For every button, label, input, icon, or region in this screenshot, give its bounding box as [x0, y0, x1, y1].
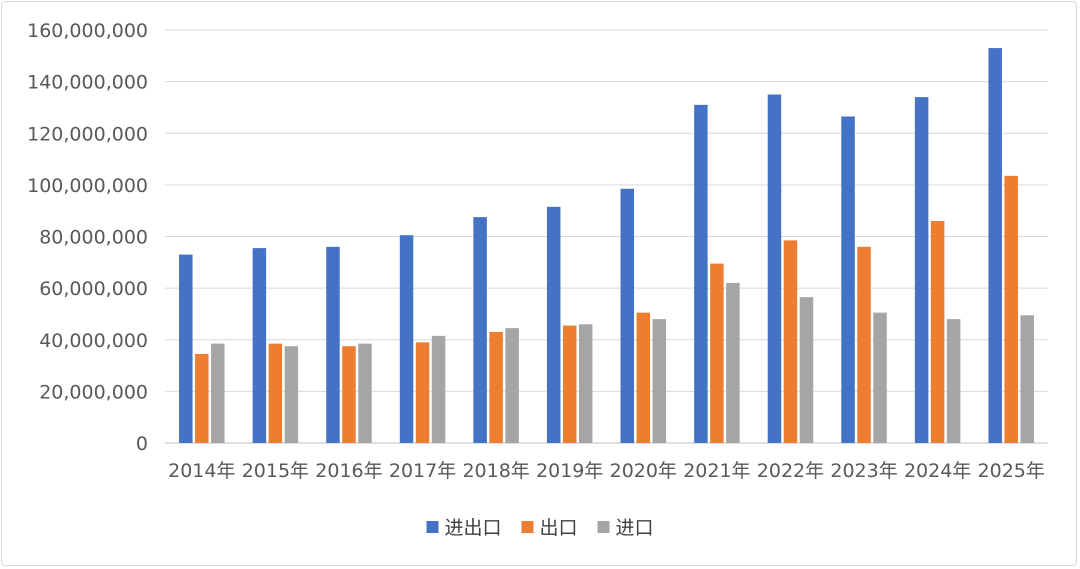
bar-进口-2016年	[358, 343, 372, 443]
y-tick-label: 20,000,000	[39, 381, 148, 403]
bar-出口-2017年	[415, 342, 430, 443]
bar-进出口-2018年	[473, 217, 487, 443]
x-tick-label: 2016年	[315, 460, 382, 482]
x-tick-label: 2025年	[978, 460, 1045, 482]
bar-进口-2021年	[726, 282, 740, 443]
bar-出口-2025年	[1004, 175, 1018, 443]
y-tick-label: 140,000,000	[27, 72, 148, 94]
legend-label: 进口	[616, 517, 654, 539]
y-tick-label: 160,000,000	[27, 20, 148, 42]
legend-swatch	[426, 521, 439, 533]
bar-进出口-2017年	[399, 235, 414, 443]
x-tick-label: 2022年	[757, 460, 824, 482]
legend-swatch	[521, 521, 534, 533]
bar-进出口-2022年	[767, 94, 782, 443]
bar-出口-2024年	[930, 221, 945, 443]
x-tick-label: 2023年	[830, 460, 897, 482]
bar-进口-2020年	[652, 319, 667, 443]
bar-进出口-2023年	[841, 116, 855, 444]
y-tick-label: 80,000,000	[39, 227, 148, 249]
bar-出口-2022年	[783, 240, 798, 443]
x-tick-label: 2020年	[610, 460, 677, 482]
bar-进出口-2020年	[620, 188, 635, 443]
x-tick-label: 2015年	[242, 460, 309, 482]
bar-进出口-2021年	[694, 104, 708, 443]
bar-进口-2024年	[946, 319, 961, 443]
bar-进口-2018年	[505, 328, 519, 443]
x-tick-label: 2019年	[536, 460, 603, 482]
bar-出口-2019年	[562, 325, 577, 443]
bar-进出口-2015年	[252, 248, 267, 443]
bar-出口-2014年	[195, 353, 209, 443]
bar-进出口-2014年	[179, 254, 193, 443]
bar-进出口-2024年	[914, 97, 929, 444]
bar-出口-2015年	[268, 343, 283, 443]
bar-进口-2025年	[1020, 315, 1034, 443]
bar-出口-2016年	[342, 346, 356, 443]
legend-label: 出口	[540, 517, 578, 539]
legend-swatch	[597, 521, 610, 533]
y-tick-label: 60,000,000	[39, 278, 148, 300]
x-tick-label: 2024年	[904, 460, 971, 482]
x-tick-label: 2014年	[168, 460, 235, 482]
bar-进口-2017年	[431, 335, 446, 443]
bar-进口-2023年	[873, 312, 887, 443]
y-tick-label: 120,000,000	[27, 123, 148, 145]
bar-进出口-2019年	[546, 206, 561, 443]
x-tick-label: 2017年	[389, 460, 456, 482]
bar-进口-2015年	[284, 346, 299, 443]
x-tick-label: 2018年	[462, 460, 529, 482]
bar-出口-2021年	[710, 263, 724, 443]
bar-进口-2022年	[799, 297, 814, 443]
bar-进出口-2016年	[326, 246, 340, 443]
bar-进口-2019年	[578, 324, 593, 443]
y-tick-label: 0	[136, 433, 148, 455]
bar-进口-2014年	[211, 343, 225, 443]
x-tick-label: 2021年	[683, 460, 750, 482]
bar-出口-2018年	[489, 332, 503, 443]
bar-进出口-2025年	[988, 48, 1002, 443]
legend-label: 进出口	[445, 517, 502, 539]
bar-出口-2023年	[857, 246, 871, 443]
bar-出口-2020年	[636, 312, 651, 443]
y-tick-label: 40,000,000	[39, 330, 148, 352]
y-tick-label: 100,000,000	[27, 175, 148, 197]
